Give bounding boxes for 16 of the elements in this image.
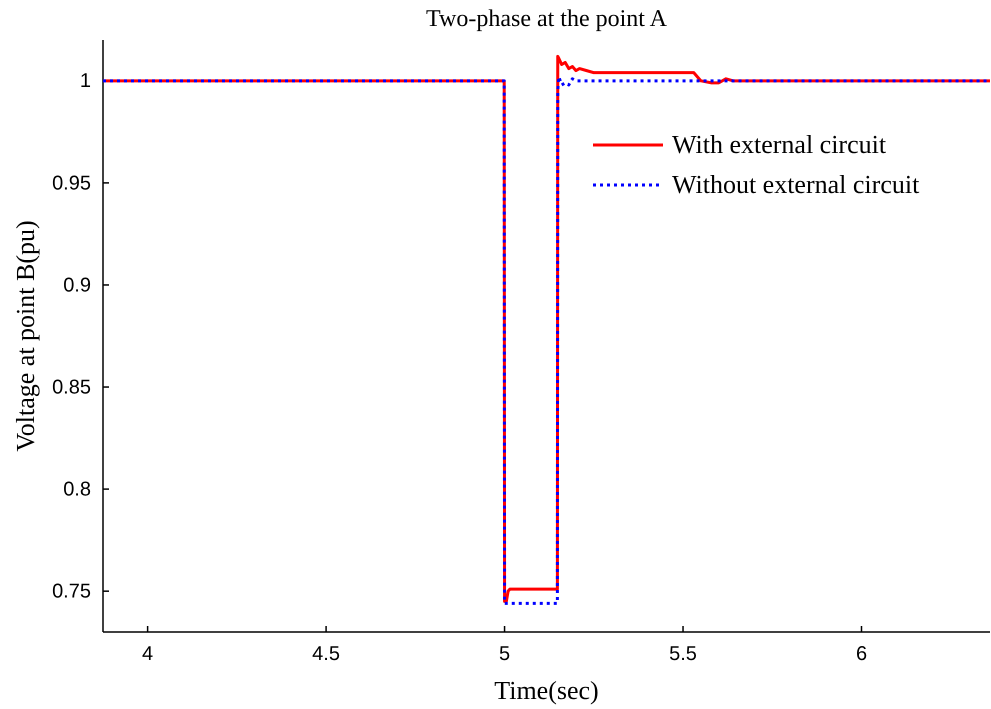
legend-label: With external circuit [672, 130, 887, 159]
x-tick-label: 4.5 [312, 643, 340, 666]
chart-title: Two-phase at the point A [426, 6, 668, 32]
x-tick-label: 5.5 [669, 643, 697, 666]
y-tick-label: 1 [80, 70, 91, 92]
y-tick-label: 0.9 [63, 274, 91, 296]
x-tick-label: 4 [142, 643, 154, 666]
x-axis-title: Time(sec) [494, 676, 599, 705]
y-tick-label: 0.75 [52, 580, 91, 603]
y-axis-title: Voltage at point B(pu) [11, 220, 40, 452]
y-tick-label: 0.95 [52, 172, 91, 194]
x-tick-label: 6 [856, 643, 868, 666]
y-tick-label: 0.8 [63, 478, 91, 501]
x-tick-label: 5 [498, 643, 510, 666]
legend-label: Without external circuit [672, 170, 920, 199]
y-tick-label: 0.85 [52, 376, 91, 398]
